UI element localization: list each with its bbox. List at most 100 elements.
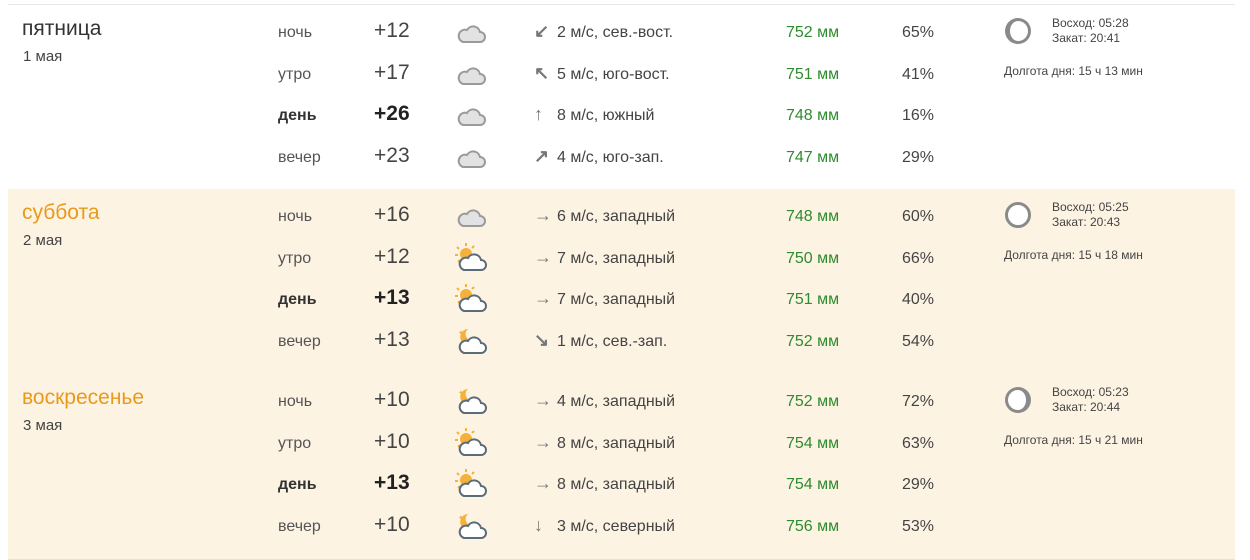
wind: 8 м/с, западный <box>557 476 676 493</box>
sun-times: Восход: 05:23 Закат: 20:44 <box>1052 385 1129 415</box>
sunrise: Восход: 05:25 <box>1052 200 1129 214</box>
time-of-day: ночь <box>278 208 313 225</box>
sunrise: Восход: 05:23 <box>1052 385 1129 399</box>
forecast-row: утро +17 ↖ 5 м/с, юго-вост. 751 мм 41% <box>8 54 988 95</box>
time-of-day: день <box>278 476 317 493</box>
sunset: Закат: 20:41 <box>1052 31 1121 45</box>
forecast-row: утро +12 → 7 м/с, западный 750 мм 66% <box>8 238 988 279</box>
time-of-day: ночь <box>278 24 313 41</box>
humidity: 54% <box>902 332 935 350</box>
forecast-row: день +13 → 7 м/с, западный 751 мм 40% <box>8 279 988 320</box>
temperature: +13 <box>374 327 410 351</box>
waxing-moon-icon <box>1005 387 1031 413</box>
wind-direction-icon: ↘ <box>534 329 550 350</box>
day-section: суббота 2 мая ночь +16 → 6 м/с, западный… <box>8 189 1235 375</box>
wind: 6 м/с, западный <box>557 208 676 225</box>
day-name: воскресенье <box>22 386 145 409</box>
humidity: 72% <box>902 393 935 410</box>
forecast-row: вечер +23 ↗ 4 м/с, юго-зап. 747 мм 29% <box>8 137 988 178</box>
wind-direction-icon: → <box>534 205 552 225</box>
day-length: Долгота дня: 15 ч 21 мин <box>1004 433 1143 447</box>
pressure: 748 мм <box>786 107 840 124</box>
pressure: 752 мм <box>786 332 840 350</box>
moon-cloud-icon: ✦ <box>454 385 488 417</box>
humidity: 40% <box>902 291 935 308</box>
temperature: +26 <box>374 102 410 125</box>
forecast-row: ночь +10 ✦ → 4 м/с, западный 752 мм 72% <box>8 381 988 422</box>
temperature: +12 <box>374 19 410 42</box>
wind-direction-icon: → <box>534 473 552 493</box>
wind: 5 м/с, юго-вост. <box>557 65 670 83</box>
wind-direction-icon: ↖ <box>534 62 550 83</box>
humidity: 65% <box>902 24 935 41</box>
full-moon-icon <box>1005 202 1031 228</box>
forecast-row: день +13 → 8 м/с, западный 754 мм 29% <box>8 464 988 505</box>
wind: 7 м/с, западный <box>557 249 676 267</box>
day-name: суббота <box>22 201 100 224</box>
pressure: 751 мм <box>786 291 840 308</box>
pressure: 750 мм <box>786 249 840 267</box>
cloud-icon <box>454 16 488 48</box>
temperature: +13 <box>374 471 410 494</box>
pressure: 752 мм <box>786 24 840 41</box>
sun-cloud-icon <box>454 427 488 459</box>
sun-cloud-icon <box>454 242 488 274</box>
humidity: 60% <box>902 208 935 225</box>
temperature: +10 <box>374 512 410 536</box>
sun-cloud-icon <box>454 468 488 500</box>
temperature: +12 <box>374 244 410 268</box>
wind: 8 м/с, южный <box>557 107 655 124</box>
day-length: Долгота дня: 15 ч 18 мин <box>1004 248 1143 262</box>
pressure: 747 мм <box>786 148 840 166</box>
humidity: 16% <box>902 107 935 124</box>
forecast-row: утро +10 → 8 м/с, западный 754 мм 63% <box>8 423 988 464</box>
humidity: 66% <box>902 249 935 267</box>
pressure: 756 мм <box>786 517 840 535</box>
humidity: 63% <box>902 434 935 452</box>
moon-cloud-icon: ✦ <box>454 325 488 357</box>
forecast-row: ночь +16 → 6 м/с, западный 748 мм 60% <box>8 196 988 237</box>
cloud-icon <box>454 200 488 232</box>
time-of-day: вечер <box>278 332 321 350</box>
time-of-day: утро <box>278 249 312 267</box>
forecast-row: вечер +13 ✦ ↘ 1 м/с, сев.-зап. 752 мм 54… <box>8 321 988 362</box>
pressure: 751 мм <box>786 65 840 83</box>
day-section: воскресенье 3 мая ночь +10 ✦ → 4 м/с, за… <box>8 374 1235 560</box>
humidity: 41% <box>902 65 935 83</box>
temperature: +17 <box>374 60 410 84</box>
day-date: 2 мая <box>23 232 63 249</box>
day-date: 3 мая <box>23 417 63 434</box>
wind-direction-icon: ↗ <box>534 145 550 166</box>
moon-cloud-icon: ✦ <box>454 510 488 542</box>
wind-direction-icon: → <box>534 390 552 410</box>
wind-direction-icon: → <box>534 431 552 452</box>
time-of-day: утро <box>278 434 312 452</box>
svg-text:✦: ✦ <box>458 389 464 397</box>
svg-text:✦: ✦ <box>458 329 464 337</box>
wind: 3 м/с, северный <box>557 517 675 535</box>
day-name: пятница <box>22 17 102 40</box>
wind: 4 м/с, западный <box>557 393 676 410</box>
sunset: Закат: 20:43 <box>1052 215 1121 229</box>
humidity: 29% <box>902 476 935 493</box>
pressure: 754 мм <box>786 434 840 452</box>
humidity: 29% <box>902 148 935 166</box>
temperature: +10 <box>374 388 410 411</box>
time-of-day: вечер <box>278 517 321 535</box>
svg-text:✦: ✦ <box>458 514 464 522</box>
time-of-day: вечер <box>278 148 321 166</box>
wind: 2 м/с, сев.-вост. <box>557 24 674 41</box>
pressure: 752 мм <box>786 393 840 410</box>
humidity: 53% <box>902 517 935 535</box>
temperature: +16 <box>374 203 410 226</box>
waning-moon-icon <box>1005 18 1031 44</box>
wind-direction-icon: ↑ <box>534 104 543 124</box>
cloud-icon <box>454 58 488 90</box>
forecast-row: ночь +12 ↙ 2 м/с, сев.-вост. 752 мм 65% <box>8 12 988 53</box>
sunrise: Восход: 05:28 <box>1052 16 1129 30</box>
pressure: 748 мм <box>786 208 840 225</box>
time-of-day: утро <box>278 65 312 83</box>
day-date: 1 мая <box>23 48 63 65</box>
wind-direction-icon: → <box>534 288 552 308</box>
time-of-day: день <box>278 107 317 124</box>
